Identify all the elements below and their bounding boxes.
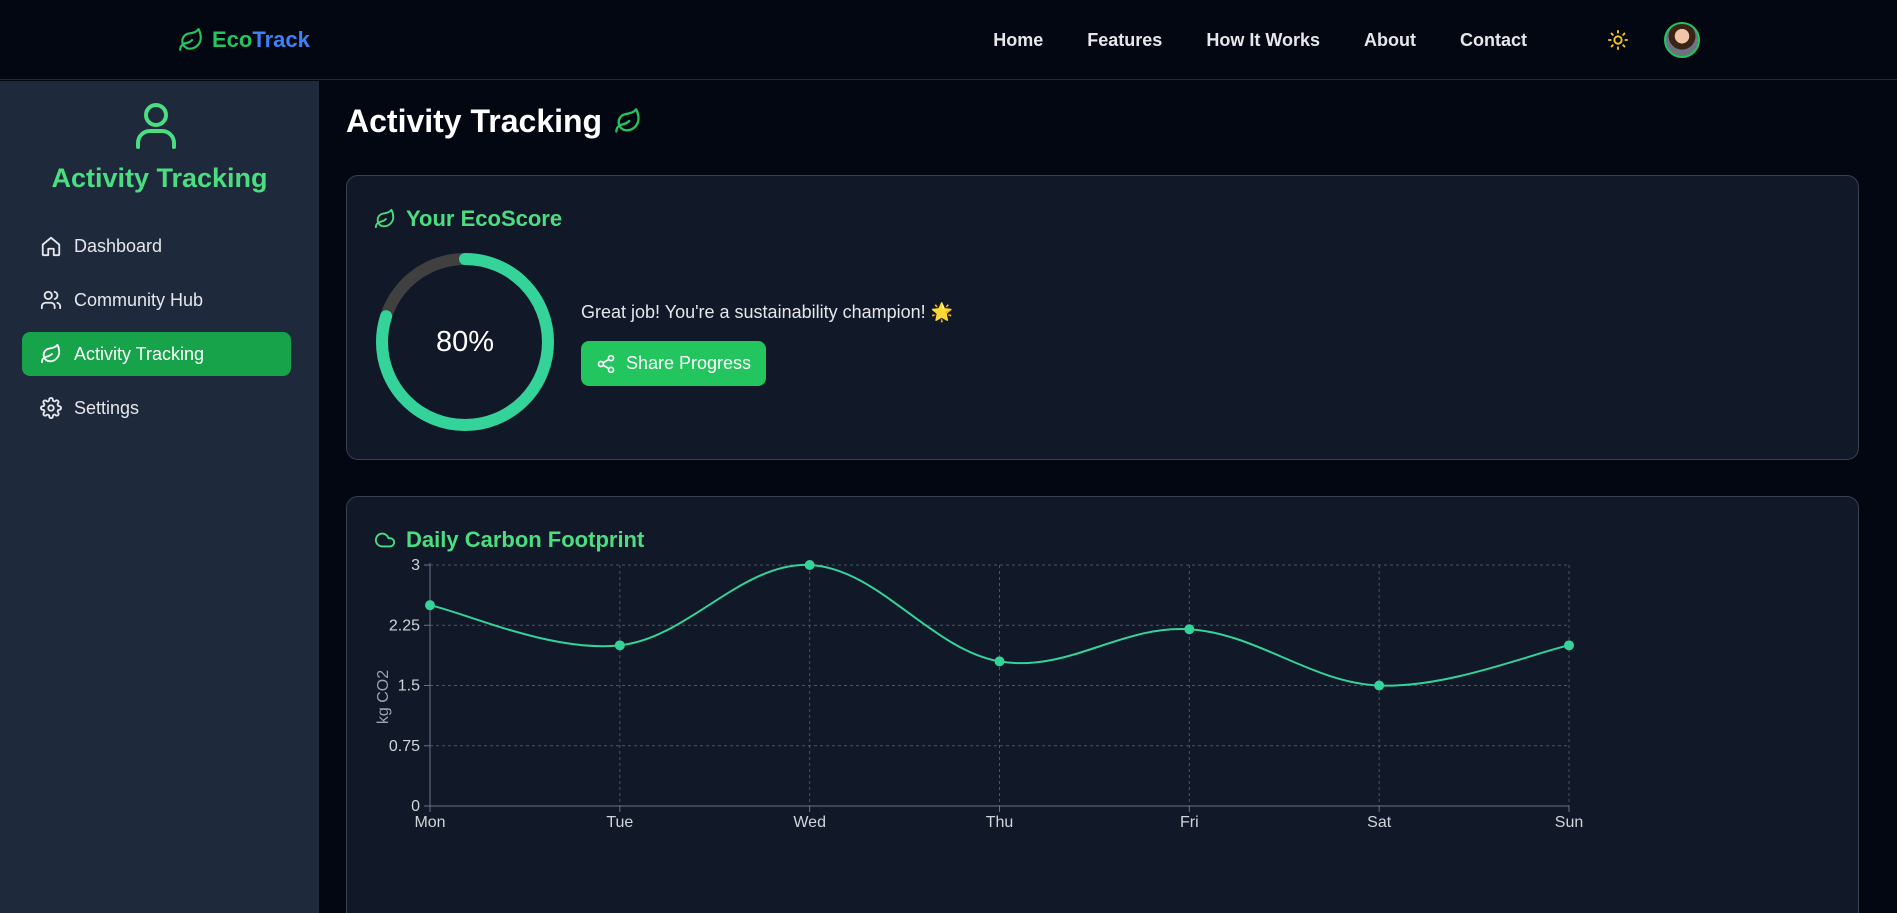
x-tick-label: Wed: [793, 814, 826, 831]
home-icon: [41, 236, 61, 257]
sidebar-nav: Dashboard Community Hub Activity Trackin…: [22, 224, 291, 440]
main-nav: Home Features How It Works About Contact: [993, 24, 1527, 56]
chart-data-point: [425, 600, 435, 611]
x-tick-label: Mon: [414, 814, 445, 831]
sidebar-item-dashboard[interactable]: Dashboard: [22, 224, 291, 268]
theme-toggle-button[interactable]: [1604, 26, 1632, 54]
x-tick-label: Fri: [1180, 814, 1199, 831]
users-icon: [40, 290, 62, 310]
chart-tick-labels: 0 0.75 1.5 2.25 3 Mon Tue Wed Thu Fri Sat Sun: [389, 557, 1583, 831]
chart-axes: [424, 563, 1570, 812]
chart-points: [425, 560, 1574, 691]
sidebar-item-label: Activity Tracking: [74, 343, 205, 364]
share-icon: [597, 354, 615, 373]
x-tick-label: Thu: [986, 814, 1014, 831]
brand-logo[interactable]: EcoTrack: [178, 24, 310, 56]
y-tick-label: 0: [411, 798, 420, 815]
nav-about-link[interactable]: About: [1364, 29, 1416, 50]
nav-home-link[interactable]: Home: [993, 29, 1044, 50]
user-icon: [136, 103, 176, 149]
sidebar-item-label: Settings: [74, 397, 140, 418]
carbon-footprint-chart: kg CO2 0 0.75 1.5 2.25 3 Mon Tue Wed Thu Fri Sat Su…: [375, 557, 1583, 831]
sun-icon: [1607, 29, 1629, 51]
chart-data-point: [614, 640, 625, 651]
ecoscore-message: Great job! You're a sustainability champ…: [581, 302, 954, 322]
brand-name-eco: Eco: [212, 27, 253, 52]
chart-data-point: [994, 656, 1005, 667]
chart-y-axis-label: kg CO2: [375, 670, 392, 724]
footprint-title-text: Daily Carbon Footprint: [406, 527, 645, 552]
y-tick-label: 2.25: [389, 617, 420, 634]
gauge-progress-arc: [376, 253, 554, 431]
sidebar-item-community-hub[interactable]: Community Hub: [22, 278, 291, 322]
nav-features-link[interactable]: Features: [1087, 29, 1163, 50]
leaf-icon: [40, 343, 61, 364]
page-title-text: Activity Tracking: [346, 102, 603, 139]
chart-data-point: [1564, 640, 1574, 651]
x-tick-label: Tue: [606, 814, 633, 831]
gear-icon: [40, 397, 62, 419]
sidebar-item-label: Dashboard: [74, 235, 163, 256]
share-progress-button[interactable]: Share Progress: [581, 341, 766, 386]
ecoscore-gauge: 80%: [374, 251, 556, 433]
x-tick-label: Sat: [1367, 814, 1392, 831]
leaf-icon: [374, 208, 395, 229]
y-tick-label: 3: [411, 557, 420, 574]
ecoscore-card: Your EcoScore 80% Great job! You're a su…: [346, 175, 1859, 460]
cloud-icon: [374, 532, 396, 548]
sidebar-title: Activity Tracking: [51, 163, 268, 193]
leaf-icon: [179, 28, 202, 51]
chart-data-point: [1184, 624, 1195, 635]
sidebar-item-settings[interactable]: Settings: [22, 386, 291, 430]
leaf-icon: [615, 108, 640, 133]
x-tick-label: Sun: [1555, 814, 1583, 831]
user-avatar[interactable]: [1664, 22, 1700, 58]
y-tick-label: 0.75: [389, 738, 420, 755]
footprint-title: Daily Carbon Footprint: [374, 525, 644, 555]
chart-data-point: [1374, 680, 1385, 691]
page-title: Activity Tracking: [346, 100, 642, 142]
ecoscore-gauge-ring: [376, 253, 554, 431]
sidebar-item-label: Community Hub: [74, 289, 204, 310]
share-progress-label: Share Progress: [625, 353, 752, 373]
y-tick-label: 1.5: [398, 678, 420, 695]
chart-data-point: [804, 560, 815, 570]
brand-name-track: Track: [252, 27, 310, 52]
nav-how-it-works-link[interactable]: How It Works: [1206, 29, 1321, 50]
ecoscore-value: 80%: [435, 325, 495, 358]
carbon-footprint-card: Daily Carbon Footprint kg CO2 0 0.75 1.5 2.…: [346, 496, 1859, 913]
ecoscore-title-text: Your EcoScore: [406, 206, 563, 231]
sidebar-item-activity-tracking[interactable]: Activity Tracking: [22, 332, 291, 376]
ecoscore-title: Your EcoScore: [374, 204, 562, 234]
top-navbar: EcoTrack Home Features How It Works Abou…: [0, 0, 1897, 80]
nav-contact-link[interactable]: Contact: [1460, 29, 1527, 50]
sidebar: Activity Tracking Dashboard Community Hu…: [0, 81, 319, 913]
